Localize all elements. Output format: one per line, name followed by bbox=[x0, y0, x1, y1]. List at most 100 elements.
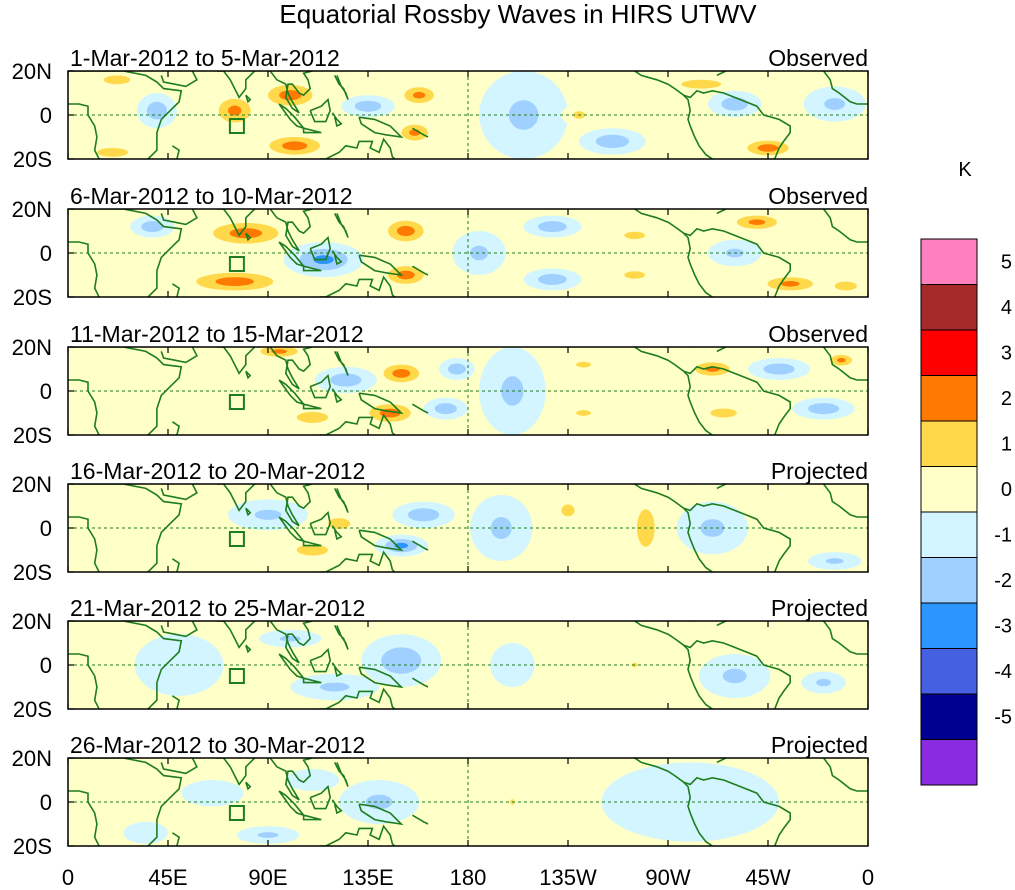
x-tick-label: 135W bbox=[539, 865, 597, 890]
anomaly-cell bbox=[361, 634, 442, 687]
contour-level bbox=[624, 271, 646, 279]
y-tick-label: 20S bbox=[13, 834, 52, 859]
contour-level bbox=[816, 678, 831, 687]
anomaly-cell bbox=[256, 132, 333, 159]
coastline bbox=[68, 516, 100, 572]
coastline bbox=[245, 507, 252, 517]
coastline bbox=[331, 112, 343, 128]
coastline bbox=[216, 484, 256, 512]
anomaly-cell bbox=[808, 552, 862, 570]
anomaly-field bbox=[130, 211, 868, 295]
colorbar-label: 5 bbox=[1001, 252, 1012, 274]
anomaly-cell bbox=[259, 629, 322, 648]
coastline bbox=[309, 647, 332, 673]
contour-level bbox=[824, 98, 846, 110]
x-tick-label: 45E bbox=[148, 865, 187, 890]
coastline bbox=[411, 403, 429, 414]
coastline bbox=[160, 71, 198, 88]
contour-level bbox=[508, 100, 539, 130]
anomaly-cell bbox=[661, 75, 742, 93]
coastline bbox=[319, 824, 396, 846]
coastline bbox=[411, 127, 429, 138]
colorbar-swatch bbox=[920, 648, 978, 695]
coastline bbox=[333, 762, 349, 787]
y-tick-label: 20N bbox=[12, 609, 52, 634]
coastline bbox=[358, 116, 404, 139]
coastline bbox=[269, 347, 313, 390]
anomaly-cell bbox=[123, 821, 168, 844]
contour-level bbox=[254, 509, 282, 520]
coastline bbox=[333, 488, 349, 513]
coastline bbox=[302, 265, 322, 272]
coastline bbox=[68, 790, 100, 846]
y-tick-label: 0 bbox=[40, 103, 52, 128]
anomaly-cell bbox=[548, 492, 588, 528]
contour-level bbox=[330, 373, 362, 387]
colorbar-swatch bbox=[920, 602, 978, 649]
anomaly-cell bbox=[90, 71, 144, 89]
contour-level bbox=[825, 558, 844, 564]
anomaly-cell bbox=[236, 826, 300, 844]
contour-level bbox=[229, 228, 263, 239]
anomaly-cell bbox=[359, 399, 422, 427]
contour-level bbox=[319, 682, 350, 692]
anomaly-cell bbox=[136, 93, 177, 129]
coastline bbox=[333, 213, 349, 238]
contour-level bbox=[296, 411, 328, 423]
coastline bbox=[171, 558, 181, 572]
region-box bbox=[228, 805, 245, 821]
chart-title: Equatorial Rossby Waves in HIRS UTWV bbox=[279, 0, 757, 29]
contour-level bbox=[146, 101, 167, 120]
contour-level bbox=[413, 91, 426, 99]
contour-level bbox=[722, 668, 747, 684]
region-box bbox=[228, 394, 245, 410]
coastline bbox=[683, 507, 713, 572]
coastline bbox=[358, 803, 404, 826]
contour-level bbox=[328, 518, 351, 530]
colorbar-label: -1 bbox=[994, 525, 1012, 547]
coastlines bbox=[68, 621, 868, 709]
colorbar-swatch bbox=[920, 329, 978, 376]
coastline bbox=[269, 758, 313, 801]
anomaly-cell bbox=[561, 404, 606, 422]
contour-level bbox=[834, 281, 857, 291]
coastline bbox=[331, 388, 343, 404]
coastline bbox=[302, 677, 322, 684]
contour-level bbox=[721, 97, 748, 111]
y-tick-label: 20N bbox=[12, 197, 52, 222]
anomaly-cell bbox=[228, 499, 308, 531]
contour-level bbox=[282, 141, 308, 151]
colorbar-label: -5 bbox=[994, 707, 1012, 729]
coastline bbox=[171, 695, 181, 709]
anomaly-cell bbox=[181, 780, 244, 807]
anomaly-cell bbox=[374, 360, 428, 387]
contour-level bbox=[624, 231, 646, 240]
anomaly-cell bbox=[281, 539, 344, 561]
panel-period: 6-Mar-2012 to 10-Mar-2012 bbox=[70, 183, 353, 209]
contour-level bbox=[392, 369, 411, 378]
region-box bbox=[228, 256, 245, 272]
contour-level bbox=[748, 219, 766, 225]
anomaly-cell bbox=[379, 261, 433, 289]
panel-3: 20N 0 20S 11-Mar-2012 to 15-Mar-2012 Observe… bbox=[12, 321, 869, 448]
contour-level bbox=[285, 769, 340, 791]
coastline bbox=[171, 832, 181, 846]
coastline bbox=[333, 351, 349, 376]
coastline bbox=[309, 97, 332, 123]
coastline bbox=[216, 347, 256, 375]
coastline bbox=[160, 621, 198, 638]
x-tick-label: 135E bbox=[342, 865, 393, 890]
coastline bbox=[269, 209, 313, 252]
coastline bbox=[683, 370, 713, 435]
coastline bbox=[358, 529, 404, 552]
coastline bbox=[319, 413, 396, 435]
coastline bbox=[683, 232, 713, 297]
coastline bbox=[411, 265, 429, 276]
colorbar-swatch bbox=[920, 511, 978, 558]
anomaly-cell bbox=[823, 277, 868, 295]
contour-level bbox=[408, 508, 440, 522]
coastlines bbox=[68, 347, 868, 435]
coastline bbox=[331, 799, 343, 815]
panel-status: Projected bbox=[771, 458, 868, 484]
